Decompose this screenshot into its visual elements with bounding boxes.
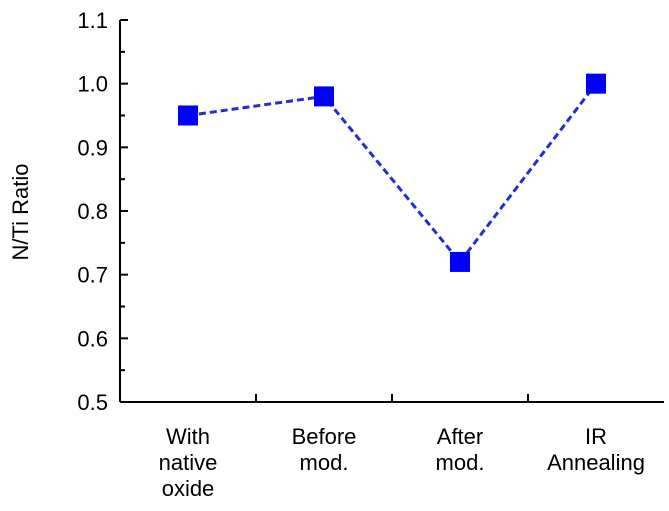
data-point [314,86,334,107]
data-point [450,251,470,272]
plot-area: 0.5 0.6 0.7 0.8 0.9 1.0 1.1 With native oxide Befo… [77,8,664,501]
x-tick-label: With native oxide [159,424,218,501]
y-tick-label: 0.8 [77,199,108,224]
x-tick-label: Before mod. [292,424,357,475]
data-point [586,73,606,94]
x-tick-label: IR Annealing [547,424,645,475]
y-tick-label: 0.5 [77,390,108,415]
y-tick-label: 0.6 [77,326,108,351]
y-axis-title: N/Ti Ratio [8,164,33,261]
y-tick-label: 1.0 [77,72,108,97]
y-tick-label: 0.7 [77,263,108,288]
data-point [178,105,198,126]
y-tick-label: 0.9 [77,135,108,160]
y-tick-label: 1.1 [77,8,108,33]
x-tick-label: After mod. [436,424,485,475]
series-line [187,82,598,265]
